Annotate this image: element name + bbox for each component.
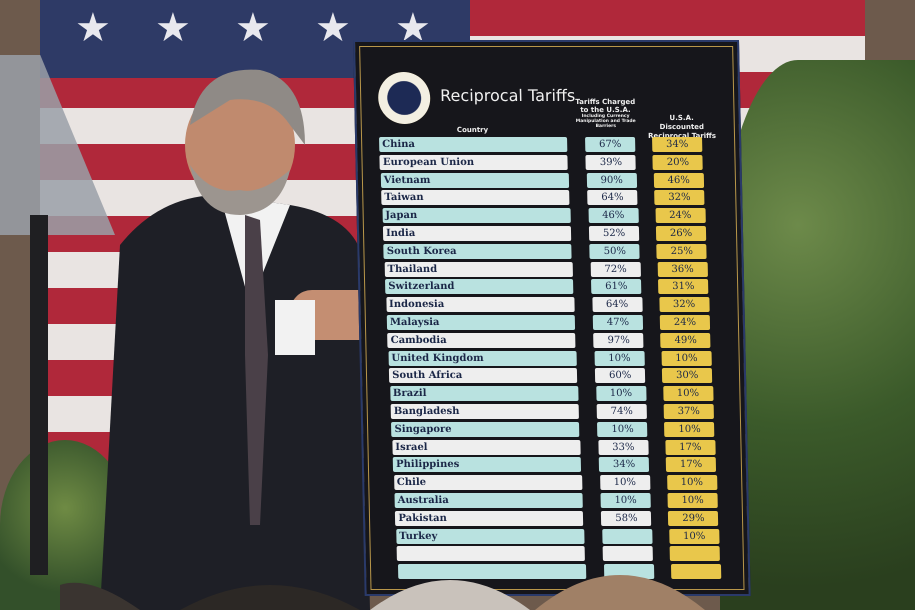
tariff-charged: 10% (600, 493, 651, 508)
foliage-right (720, 60, 915, 610)
tariff-discounted: 37% (663, 404, 714, 419)
teleprompter-stand (30, 215, 48, 575)
tariff-charged: 47% (592, 315, 644, 330)
tariff-discounted: 20% (652, 154, 704, 170)
charged-header-label: Tariffs Charged to the U.S.A. (575, 98, 636, 114)
country-name: Cambodia (387, 332, 576, 348)
tariff-discounted: 46% (653, 172, 704, 188)
tariff-discounted: 10% (662, 386, 714, 402)
country-name: Bangladesh (390, 404, 579, 419)
tariff-charged: 60% (595, 368, 646, 384)
country-name: Brazil (389, 386, 579, 402)
tariff-discounted: 26% (655, 226, 707, 241)
country-name: South Africa (389, 368, 578, 384)
tariff-charged: 90% (586, 172, 637, 188)
country-name: Israel (392, 439, 581, 455)
tariff-charged: 97% (593, 332, 644, 348)
tariff-charged: 34% (598, 457, 650, 473)
audience-head (60, 582, 140, 610)
tariff-charged: 46% (588, 208, 639, 224)
tariff-discounted: 24% (659, 315, 711, 330)
country-name: Vietnam (380, 172, 569, 188)
audience-head (180, 585, 360, 610)
country-name: Japan (382, 208, 571, 224)
tariff-charged: 67% (585, 137, 636, 152)
country-name: Malaysia (386, 315, 576, 330)
man-holding-board (100, 69, 400, 610)
tariff-discounted: 17% (665, 439, 716, 455)
tariff-charged: 52% (588, 226, 640, 241)
country-name: Singapore (391, 421, 580, 437)
country-name: Switzerland (385, 279, 574, 295)
reciprocal-tariffs-board: Reciprocal Tariffs Country Tariffs Charg… (353, 40, 751, 596)
country-name: European Union (379, 154, 569, 170)
tariff-charged: 74% (596, 404, 647, 419)
tariff-discounted: 10% (664, 421, 715, 437)
star-icon: ★ (235, 5, 271, 51)
tariff-discounted: 31% (658, 279, 709, 295)
tariff-charged: 33% (598, 439, 649, 455)
country-name: Philippines (392, 457, 582, 473)
tariff-charged: 58% (601, 510, 652, 526)
country-name: Australia (394, 493, 583, 508)
tariff-discounted: 25% (656, 243, 707, 259)
tariff-discounted: 10% (661, 350, 712, 366)
tariff-discounted: 36% (657, 261, 708, 277)
audience-heads (60, 575, 705, 610)
country-name: Chile (393, 475, 583, 491)
country-name: United Kingdom (388, 350, 577, 366)
tariff-charged: 10% (599, 475, 651, 491)
tariff-charged: 10% (597, 421, 648, 437)
tariff-discounted: 32% (658, 297, 710, 313)
presidential-seal-icon (377, 72, 431, 124)
country-name: Pakistan (395, 510, 584, 526)
country-name: Taiwan (381, 190, 570, 206)
tariff-charged: 72% (590, 261, 641, 277)
flag-canton: ★ ★ ★ ★ ★ (40, 0, 470, 78)
tariff-discounted: 10% (666, 475, 718, 491)
country-name: South Korea (383, 243, 572, 259)
tariff-discounted: 29% (668, 510, 719, 526)
tariff-discounted: 24% (655, 208, 706, 224)
column-header-charged: Tariffs Charged to the U.S.A. Including C… (574, 98, 637, 129)
charged-header-sub: Including Currency Manipulation and Trad… (575, 114, 636, 129)
tariff-charged: 64% (587, 190, 638, 206)
country-name: Indonesia (385, 297, 575, 313)
tariff-charged: 64% (591, 297, 643, 313)
star-icon: ★ (315, 5, 351, 51)
column-header-country: Country (456, 126, 489, 134)
tariff-discounted: 17% (665, 457, 717, 473)
board-title: Reciprocal Tariffs (439, 86, 576, 105)
tariff-charged: 50% (589, 243, 640, 259)
country-name: India (382, 226, 572, 241)
tariff-discounted: 34% (652, 137, 703, 152)
audience-head (535, 575, 705, 610)
tariff-discounted: 10% (667, 493, 718, 508)
country-name: China (379, 137, 568, 152)
tariff-charged: 10% (595, 386, 647, 402)
star-icon: ★ (155, 5, 191, 51)
tariff-charged: 61% (591, 279, 642, 295)
tariff-charged: 39% (585, 154, 637, 170)
tariff-discounted: 32% (654, 190, 705, 206)
audience-head (370, 580, 530, 610)
star-icon: ★ (75, 5, 111, 51)
tariff-discounted: 49% (660, 332, 711, 348)
tariff-charged: 10% (594, 350, 645, 366)
country-name: Thailand (384, 261, 573, 277)
tariff-discounted: 30% (662, 368, 713, 384)
